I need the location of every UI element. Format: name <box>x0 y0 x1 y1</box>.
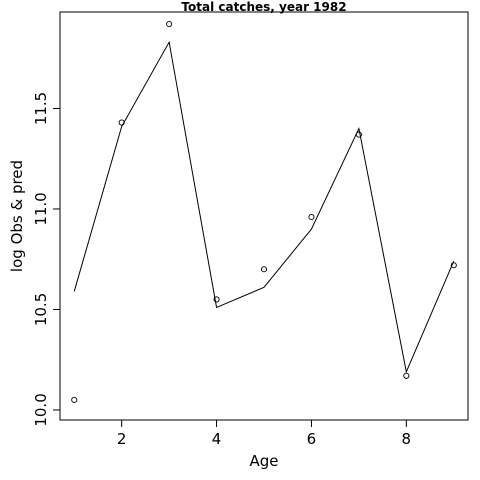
x-tick-label: 4 <box>212 430 222 448</box>
observed-point <box>118 119 125 126</box>
observed-point <box>308 213 315 221</box>
observed-point <box>260 266 268 273</box>
y-tick-label: 10.5 <box>32 293 50 326</box>
observed-point <box>450 262 457 269</box>
y-tick-label: 11.0 <box>32 192 50 225</box>
plot-frame <box>59 11 469 421</box>
observed-point <box>403 372 410 379</box>
observed-point <box>166 21 173 28</box>
observed-point <box>355 131 362 138</box>
chart-title: Total catches, year 1982 <box>181 0 346 14</box>
y-axis-label: log Obs & pred <box>8 160 26 272</box>
x-tick-label: 2 <box>117 430 127 448</box>
observed-point <box>213 296 220 303</box>
predicted-line <box>73 40 455 374</box>
x-axis-label: Age <box>249 452 278 470</box>
x-tick-label: 6 <box>307 430 317 448</box>
observed-point <box>71 396 78 403</box>
y-tick-label: 10.0 <box>32 393 50 426</box>
x-axis: 2 4 6 8 <box>117 419 454 448</box>
y-axis: 10.0 10.5 11.0 11.5 <box>32 12 61 427</box>
series-layer <box>71 21 457 403</box>
y-tick-label: 11.5 <box>32 92 50 125</box>
x-tick-label: 8 <box>402 430 412 448</box>
